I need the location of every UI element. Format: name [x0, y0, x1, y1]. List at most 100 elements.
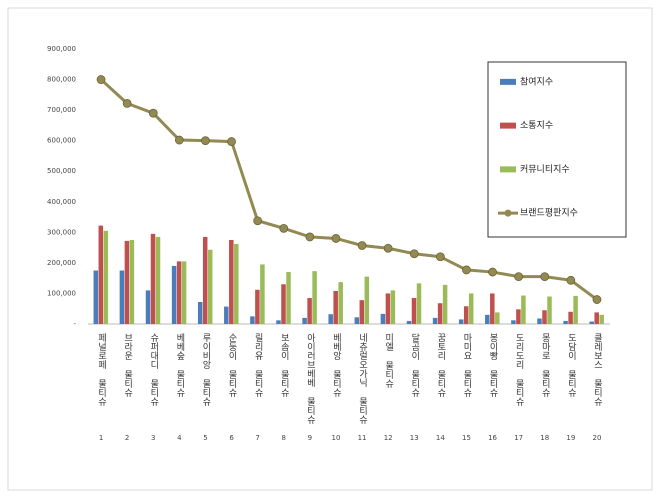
- bar: [302, 317, 307, 324]
- bar: [281, 284, 286, 324]
- y-tick-label: 300,000: [47, 228, 76, 236]
- rank-label: 5: [203, 434, 207, 442]
- bar: [406, 320, 412, 324]
- bar: [224, 306, 229, 324]
- rank-label: 6: [229, 434, 234, 442]
- rank-label: 17: [514, 434, 523, 442]
- line-marker: [383, 243, 393, 253]
- line-marker: [462, 265, 471, 275]
- y-tick-label: 600,000: [47, 137, 76, 145]
- x-tick-label: 아이러브베베 물티슈: [305, 333, 315, 425]
- rank-label: 11: [358, 434, 367, 442]
- y-tick-label: 500,000: [47, 167, 76, 175]
- bar: [328, 314, 333, 324]
- bar: [176, 261, 182, 324]
- rank-label: 2: [125, 434, 129, 442]
- rank-label: 13: [410, 434, 419, 442]
- bar: [463, 306, 469, 324]
- bar: [437, 303, 443, 324]
- x-tick-label: 순둥이 물티슈: [227, 333, 237, 398]
- x-tick-label: 베베앙 물티슈: [331, 333, 341, 398]
- rank-label: 12: [384, 434, 393, 442]
- bar: [98, 225, 104, 324]
- legend-swatch: [500, 166, 516, 173]
- x-tick-label: 꿈토리 물티슈: [435, 333, 445, 398]
- bar: [411, 298, 417, 324]
- bar: [547, 296, 552, 324]
- line-marker: [409, 249, 419, 259]
- line-marker: [96, 75, 106, 84]
- bar: [234, 243, 239, 324]
- x-tick-label: 달곰이 물티슈: [409, 332, 419, 398]
- y-tick-label: 100,000: [47, 289, 76, 297]
- line-marker: [279, 223, 289, 233]
- y-tick-label: 400,000: [47, 198, 76, 206]
- legend-box: [487, 61, 627, 238]
- rank-label: 16: [488, 434, 497, 442]
- bar: [380, 313, 386, 324]
- x-tick-label: 클레보스 물티슈: [592, 333, 602, 407]
- bar: [490, 293, 495, 324]
- bar: [511, 320, 516, 324]
- rank-label: 7: [255, 434, 259, 442]
- rank-label: 18: [540, 434, 549, 442]
- rank-label: 3: [151, 434, 155, 442]
- x-tick-label: 보솜이 물티슈: [279, 333, 289, 398]
- rank-label: 8: [282, 434, 286, 442]
- bar: [129, 239, 135, 324]
- line-marker: [201, 136, 210, 146]
- x-tick-label: 마미요 물티슈: [461, 333, 471, 398]
- bar: [495, 312, 500, 324]
- bar: [250, 316, 255, 324]
- bar: [103, 230, 109, 324]
- bar: [468, 293, 474, 324]
- line-marker: [331, 234, 341, 243]
- y-tick-label: -: [73, 320, 76, 328]
- line-marker: [435, 252, 445, 262]
- x-tick-label: 루이비앙 물티슈: [200, 333, 210, 407]
- bar: [229, 239, 234, 324]
- legend-label: 참여지수: [520, 75, 553, 87]
- line-marker: [514, 272, 524, 282]
- x-tick-label: 도담이 물티슈: [566, 333, 576, 398]
- legend-swatch: [500, 122, 516, 129]
- x-tick-label: 봉이빵 물티슈: [488, 333, 498, 398]
- y-tick-label: 700,000: [47, 106, 76, 114]
- rank-label: 20: [592, 434, 601, 442]
- x-tick-label: 베베숲 물티슈: [174, 333, 184, 398]
- legend-label: 브랜드평판지수: [520, 208, 578, 219]
- bar: [516, 309, 521, 324]
- bar: [589, 321, 594, 324]
- line-marker: [566, 275, 576, 285]
- bar: [171, 265, 177, 324]
- line-marker: [357, 241, 367, 250]
- bar: [359, 300, 365, 324]
- bar: [333, 291, 338, 324]
- x-tick-label: 페널로페 물티슈: [96, 333, 106, 407]
- legend-swatch: [504, 209, 512, 217]
- bar: [150, 233, 156, 324]
- bar: [568, 311, 573, 324]
- bar: [390, 290, 396, 324]
- x-tick-label: 몽마로 물티슈: [540, 333, 550, 398]
- bar: [145, 290, 151, 324]
- bar: [573, 295, 578, 324]
- rank-label: 1: [99, 434, 103, 442]
- line-marker: [488, 267, 497, 277]
- rank-label: 4: [177, 434, 182, 442]
- y-tick-label: 800,000: [47, 76, 76, 84]
- bar: [181, 261, 187, 324]
- bar: [124, 240, 130, 324]
- bar: [521, 295, 526, 324]
- bar: [599, 314, 604, 324]
- x-tick-label: 릴리유 물티슈: [253, 333, 263, 398]
- line-marker: [122, 98, 132, 108]
- legend-swatch: [500, 78, 516, 85]
- line-marker: [253, 216, 263, 226]
- x-tick-label: 도리도리 물티슈: [514, 333, 524, 407]
- bar: [458, 319, 464, 324]
- bar: [594, 312, 599, 324]
- bar: [537, 318, 542, 324]
- bar: [307, 298, 312, 324]
